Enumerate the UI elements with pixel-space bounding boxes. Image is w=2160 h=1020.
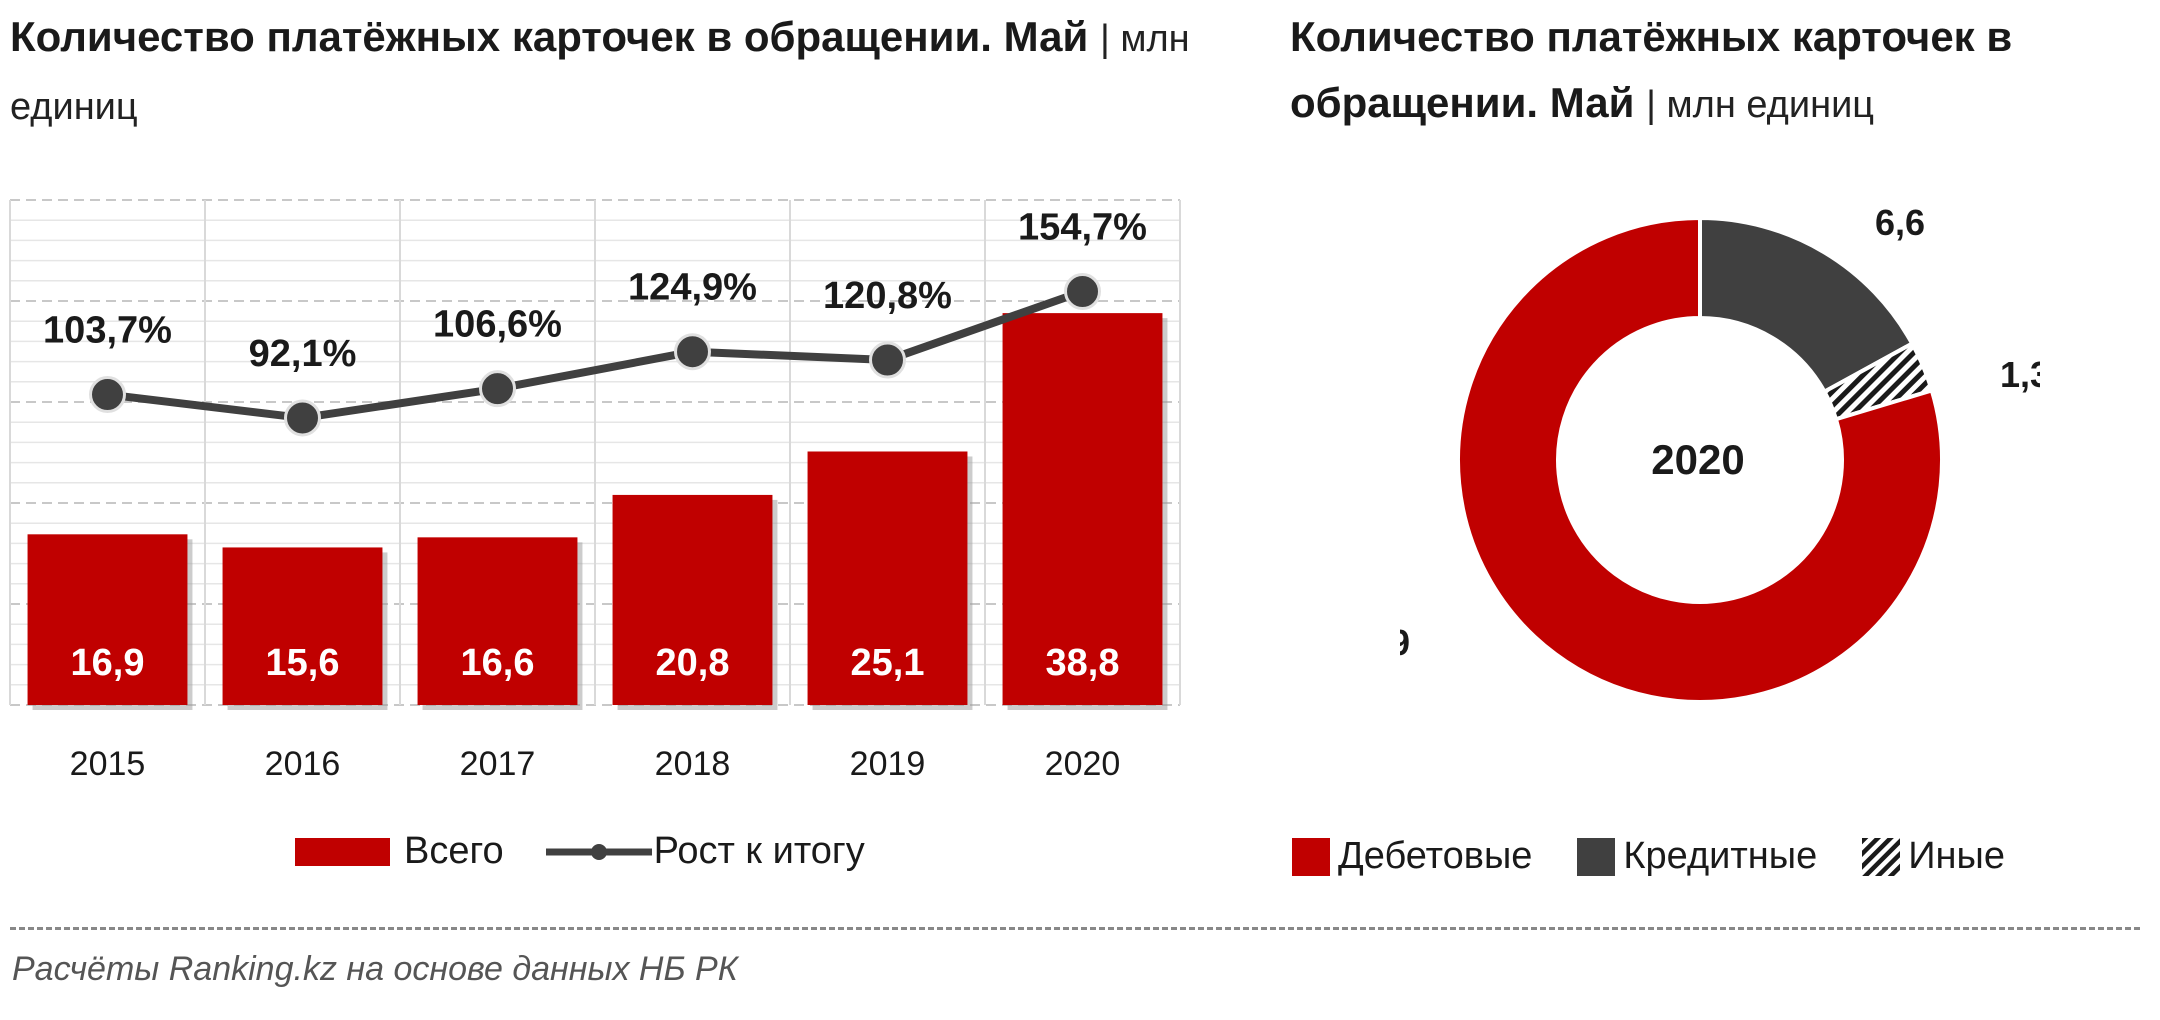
legend-label-total: Всего <box>404 830 504 872</box>
left-chart-title: Количество платёжных карточек в обращени… <box>10 4 1190 140</box>
growth-label-2015: 103,7% <box>43 310 172 352</box>
slice-debit <box>1456 215 1944 704</box>
right-legend: Дебетовые Кредитные Иные <box>1292 835 2005 878</box>
source-note: Расчёты Ranking.kz на основе данных НБ Р… <box>12 950 738 988</box>
bar-2020 <box>1002 313 1163 705</box>
x-tick-2016: 2016 <box>265 745 341 783</box>
bar-2018 <box>612 494 773 705</box>
plot-grid <box>9 199 1181 706</box>
legend-item-credit: Кредитные <box>1577 835 1817 878</box>
legend-swatch-other <box>1862 837 1901 876</box>
x-tick-2015: 2015 <box>70 745 146 783</box>
bar-2015 <box>27 534 188 705</box>
growth-label-2018: 124,9% <box>628 267 757 309</box>
growth-label-2016: 92,1% <box>249 333 357 375</box>
legend-label-other: Иные <box>1908 835 2005 877</box>
growth-point-2020 <box>1064 273 1101 311</box>
right-chart-title: Количество платёжных карточек в обращени… <box>1290 4 2150 138</box>
growth-label-2020: 154,7% <box>1018 207 1147 249</box>
growth-point-2015 <box>89 376 126 414</box>
left-title-text: Количество платёжных карточек в обращени… <box>10 13 1089 60</box>
legend-label-credit: Кредитные <box>1623 835 1818 877</box>
bar-line-chart: 16,9 2015 15,6 2016 16,6 2017 20,8 2018 25,1 2019… <box>9 199 1181 783</box>
donut-center-label: 2020 <box>1651 436 1744 483</box>
growth-point-2019 <box>869 341 906 379</box>
bar-label-2020: 38,8 <box>1046 642 1120 684</box>
left-legend: Всего Рост к итогу <box>295 830 905 873</box>
bar-label-2017: 16,6 <box>461 642 535 684</box>
legend-swatch-credit <box>1577 837 1616 876</box>
x-tick-2020: 2020 <box>1045 745 1121 783</box>
slice-label-debit: 30,9 <box>1400 622 1410 663</box>
growth-point-2016 <box>284 399 321 437</box>
slice-label-other: 1,3 <box>2000 354 2040 395</box>
donut-chart: 6,6 1,3 30,9 2020 <box>1400 202 2040 704</box>
growth-label-2017: 106,6% <box>433 304 562 346</box>
bar-2017 <box>417 537 578 705</box>
legend-item-total: Всего <box>295 830 504 873</box>
x-tick-2018: 2018 <box>655 745 731 783</box>
right-title-text: Количество платёжных карточек в обращени… <box>1290 13 2013 126</box>
bar-label-2015: 16,9 <box>71 642 145 684</box>
bar-2016 <box>222 547 383 705</box>
x-tick-2019: 2019 <box>850 745 926 783</box>
legend-swatch-total <box>295 837 390 866</box>
left-title-unit: | млн единиц <box>10 18 1190 128</box>
growth-point-2018 <box>674 333 711 371</box>
legend-label-growth: Рост к итогу <box>653 830 865 872</box>
legend-item-debit: Дебетовые <box>1292 835 1532 878</box>
bar-2019 <box>807 451 968 705</box>
legend-swatch-debit <box>1292 837 1330 876</box>
slice-label-credit: 6,6 <box>1875 202 1925 243</box>
growth-point-2017 <box>479 370 516 408</box>
growth-label-2019: 120,8% <box>823 275 952 317</box>
bar-label-2016: 15,6 <box>266 642 340 684</box>
growth-line <box>107 287 1084 422</box>
legend-label-debit: Дебетовые <box>1338 835 1533 877</box>
legend-item-growth: Рост к итогу <box>544 830 865 873</box>
legend-item-other: Иные <box>1862 835 2005 878</box>
right-title-unit: | млн единиц <box>1646 84 1875 126</box>
bar-label-2018: 20,8 <box>656 642 730 684</box>
legend-swatch-growth <box>545 843 652 860</box>
x-tick-2017: 2017 <box>460 745 536 783</box>
footer-divider <box>10 927 2140 930</box>
bar-label-2019: 25,1 <box>851 642 925 684</box>
